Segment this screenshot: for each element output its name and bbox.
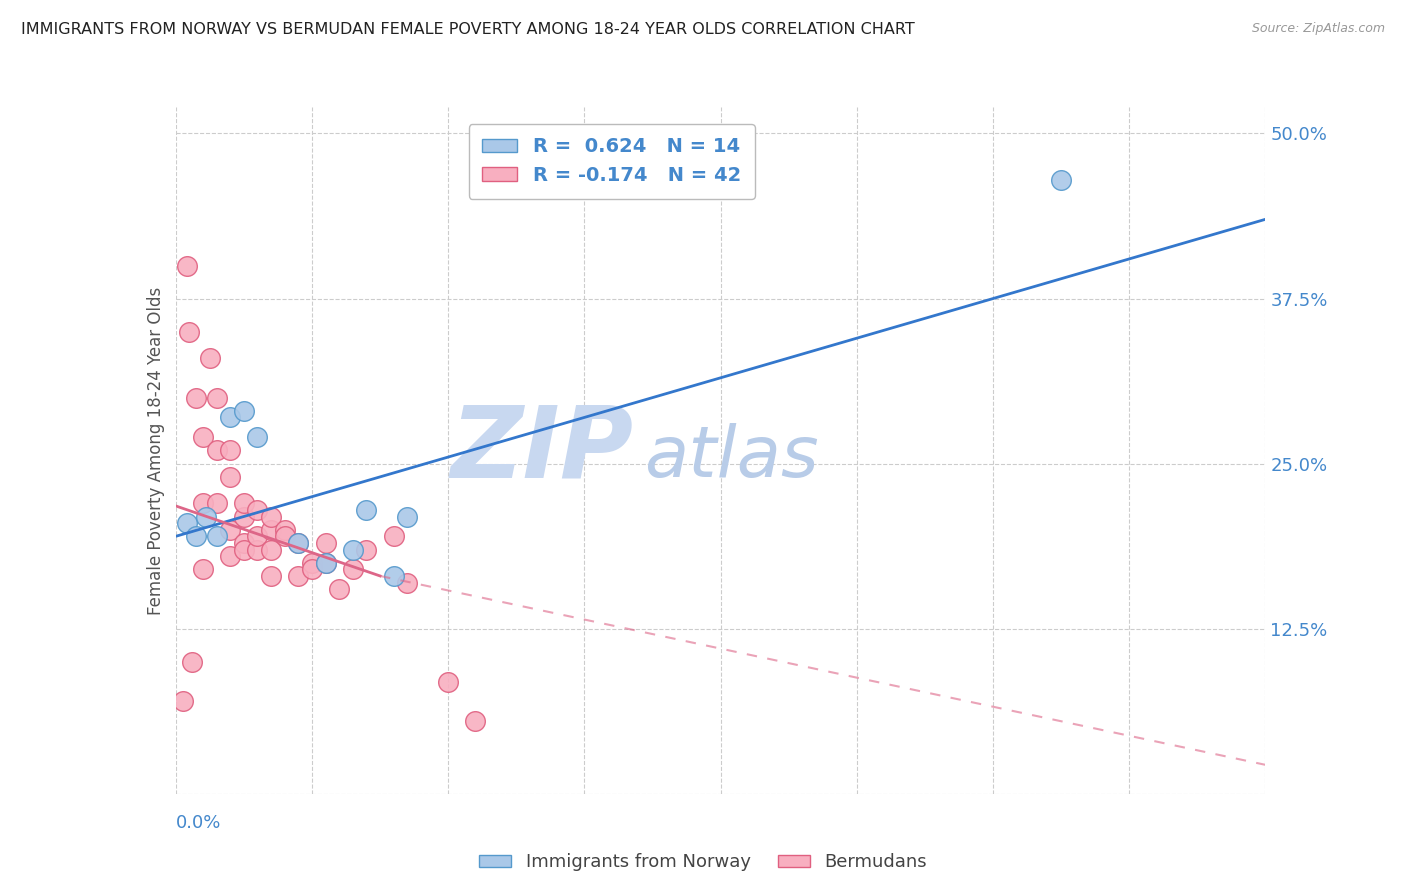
Legend: Immigrants from Norway, Bermudans: Immigrants from Norway, Bermudans — [471, 847, 935, 879]
Point — [260, 509, 283, 524]
Point — [232, 536, 254, 550]
Point — [172, 694, 194, 708]
Point — [205, 443, 228, 458]
Point — [246, 503, 269, 517]
Point — [219, 549, 242, 563]
Text: IMMIGRANTS FROM NORWAY VS BERMUDAN FEMALE POVERTY AMONG 18-24 YEAR OLDS CORRELAT: IMMIGRANTS FROM NORWAY VS BERMUDAN FEMAL… — [21, 22, 915, 37]
Point — [315, 556, 337, 570]
Point — [437, 674, 460, 689]
Point — [464, 714, 486, 729]
Text: ZIP: ZIP — [450, 402, 633, 499]
Point — [219, 470, 242, 484]
Point — [232, 496, 254, 510]
Point — [176, 259, 198, 273]
Point — [246, 529, 269, 543]
Legend: R =  0.624   N = 14, R = -0.174   N = 42: R = 0.624 N = 14, R = -0.174 N = 42 — [468, 124, 755, 199]
Point — [219, 523, 242, 537]
Point — [342, 562, 364, 576]
Point — [186, 529, 208, 543]
Point — [181, 655, 204, 669]
Point — [186, 391, 208, 405]
Point — [232, 509, 254, 524]
Point — [205, 529, 228, 543]
Point — [232, 404, 254, 418]
Point — [179, 325, 201, 339]
Point — [328, 582, 350, 596]
Point — [176, 516, 198, 530]
Point — [315, 556, 337, 570]
Point — [382, 529, 405, 543]
Point — [287, 536, 309, 550]
Point — [274, 523, 297, 537]
Point — [219, 410, 242, 425]
Point — [191, 430, 214, 444]
Point — [232, 542, 254, 557]
Point — [396, 575, 419, 590]
Point — [191, 562, 214, 576]
Text: 0.0%: 0.0% — [176, 814, 221, 832]
Point — [260, 523, 283, 537]
Point — [219, 443, 242, 458]
Point — [315, 536, 337, 550]
Y-axis label: Female Poverty Among 18-24 Year Olds: Female Poverty Among 18-24 Year Olds — [146, 286, 165, 615]
Point — [301, 556, 323, 570]
Point — [246, 542, 269, 557]
Point — [287, 569, 309, 583]
Point — [301, 562, 323, 576]
Point — [260, 542, 283, 557]
Point — [356, 542, 378, 557]
Point — [396, 509, 419, 524]
Point — [260, 569, 283, 583]
Point — [205, 391, 228, 405]
Text: atlas: atlas — [644, 423, 818, 491]
Text: Source: ZipAtlas.com: Source: ZipAtlas.com — [1251, 22, 1385, 36]
Point — [287, 536, 309, 550]
Point — [382, 569, 405, 583]
Point — [356, 503, 378, 517]
Point — [194, 509, 217, 524]
Point — [205, 496, 228, 510]
Point — [246, 430, 269, 444]
Point — [1050, 172, 1073, 186]
Point — [274, 529, 297, 543]
Point — [198, 351, 221, 365]
Point — [191, 496, 214, 510]
Point — [342, 542, 364, 557]
